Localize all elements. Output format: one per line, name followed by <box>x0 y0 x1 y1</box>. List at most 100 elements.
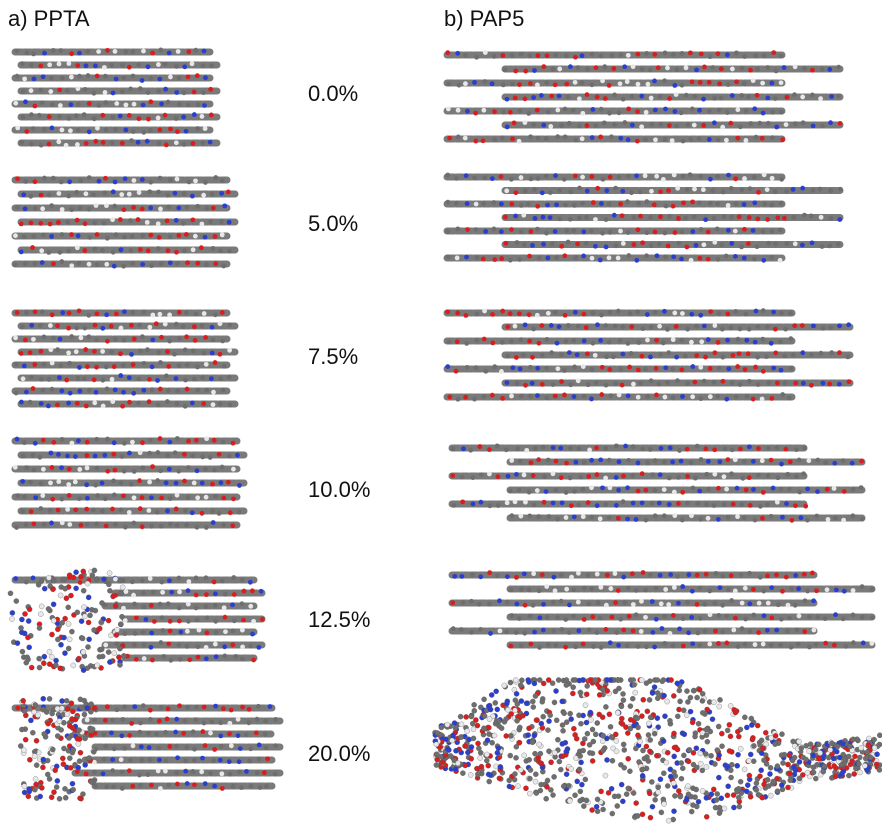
atom <box>50 587 55 592</box>
atom <box>68 391 73 396</box>
atom <box>29 509 34 514</box>
atom <box>541 123 546 128</box>
atom <box>761 758 766 763</box>
atom <box>90 727 95 732</box>
atom <box>715 394 720 399</box>
atom <box>698 365 703 370</box>
atom <box>64 143 69 148</box>
atom <box>569 717 574 722</box>
atom <box>571 726 576 731</box>
atom <box>821 769 826 774</box>
atom <box>42 731 47 736</box>
atom <box>577 767 582 772</box>
atom <box>166 706 171 711</box>
atom <box>95 126 100 131</box>
atom <box>268 704 273 709</box>
atom <box>613 381 618 386</box>
atom <box>675 574 680 579</box>
atom <box>113 576 118 581</box>
atom <box>251 619 256 624</box>
atom <box>82 112 87 117</box>
atom <box>63 795 68 800</box>
atom <box>737 804 742 809</box>
atom <box>47 193 52 198</box>
atom <box>733 309 738 314</box>
atom <box>546 749 551 754</box>
atom <box>102 65 107 70</box>
atom <box>256 645 261 650</box>
atom <box>465 728 470 733</box>
atom <box>471 727 476 732</box>
atom <box>56 139 61 144</box>
atom <box>9 616 14 621</box>
atom <box>227 249 232 254</box>
atom <box>785 472 790 477</box>
atom <box>132 704 137 709</box>
atom <box>91 507 96 512</box>
atom <box>718 585 723 590</box>
atom <box>55 402 60 407</box>
atom <box>66 194 71 199</box>
atom <box>673 745 678 750</box>
atom <box>446 107 451 112</box>
atom <box>590 174 595 179</box>
atom <box>92 116 97 121</box>
atom <box>612 794 617 799</box>
atom <box>483 369 488 374</box>
atom <box>690 394 695 399</box>
atom <box>461 446 466 451</box>
atom <box>640 326 645 331</box>
atom <box>83 221 88 226</box>
atom <box>640 500 645 505</box>
atom <box>486 725 491 730</box>
atom <box>150 337 155 342</box>
atom <box>672 109 677 114</box>
atom <box>46 575 51 580</box>
atom <box>89 732 94 737</box>
atom <box>16 493 21 498</box>
atom <box>60 437 65 442</box>
atom <box>706 257 711 262</box>
atom <box>154 732 159 737</box>
atom <box>81 588 86 593</box>
atom <box>618 338 623 343</box>
atom <box>549 94 554 99</box>
atom <box>598 258 603 263</box>
atom <box>842 756 847 761</box>
atom <box>712 380 717 385</box>
atom <box>608 640 613 645</box>
atom <box>761 642 766 647</box>
atom <box>730 447 735 452</box>
atom <box>779 782 784 787</box>
atom <box>652 731 657 736</box>
atom <box>584 720 589 725</box>
atom <box>576 571 581 576</box>
atom <box>734 394 739 399</box>
atom <box>727 748 732 753</box>
atom <box>774 125 779 130</box>
atom <box>505 600 510 605</box>
atom <box>212 747 217 752</box>
atom <box>545 256 550 261</box>
atom <box>115 641 120 646</box>
atom <box>589 586 594 591</box>
atom <box>736 795 741 800</box>
atom <box>535 366 540 371</box>
atom <box>150 313 155 318</box>
atom <box>590 367 595 372</box>
atom <box>603 446 608 451</box>
atom <box>131 521 136 526</box>
atom <box>39 193 44 198</box>
atom <box>686 759 691 764</box>
atom <box>217 452 222 457</box>
atom <box>118 113 123 118</box>
atom <box>62 577 67 582</box>
atom <box>59 497 64 502</box>
atom <box>604 383 609 388</box>
atom <box>81 668 86 673</box>
atom <box>676 788 681 793</box>
atom <box>559 627 564 632</box>
atom <box>165 248 170 253</box>
atom <box>487 716 492 721</box>
atom <box>14 525 19 530</box>
